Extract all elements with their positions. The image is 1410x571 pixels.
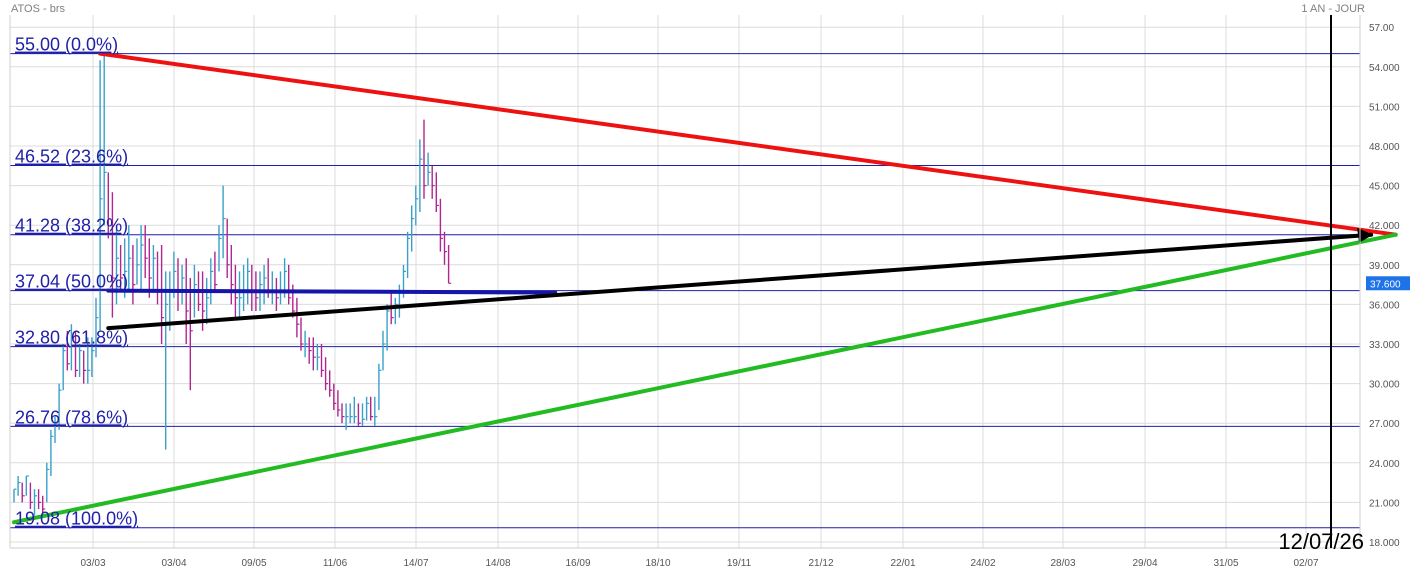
period-label: 1 AN - JOUR: [1301, 3, 1365, 15]
last-price-value: 37.600: [1370, 279, 1401, 290]
y-tick-label: 33.000: [1369, 340, 1400, 351]
fib-level-label: 26.76 (78.6%): [15, 407, 128, 427]
y-tick-label: 39.000: [1369, 261, 1400, 272]
fib-level-label: 55.00 (0.0%): [15, 35, 118, 55]
y-tick-label: 42.000: [1369, 221, 1400, 232]
x-tick-label: 14/08: [485, 558, 510, 569]
x-tick-label: 29/04: [1132, 558, 1157, 569]
projection-arrow-line: [106, 232, 1374, 331]
y-tick-label: 24.000: [1369, 459, 1400, 470]
x-tick-label: 02/07: [1293, 558, 1318, 569]
last-price-badge: [1366, 276, 1410, 291]
support-line: [12, 232, 1398, 525]
projection-arrowhead: [1357, 227, 1374, 243]
fib-level-label: 32.80 (61.8%): [15, 328, 128, 348]
level-50-line: [106, 288, 558, 295]
x-tick-label: 11/06: [323, 558, 348, 569]
resistance-line: [98, 51, 1398, 237]
fib-level-label: 41.28 (38.2%): [15, 216, 128, 236]
chart-overlay: 12/07/26 37.600: [1278, 15, 1410, 554]
fib-level-label: 19.08 (100.0%): [15, 509, 138, 529]
y-tick-label: 45.000: [1369, 182, 1400, 193]
x-tick-label: 14/07: [403, 558, 428, 569]
x-tick-label: 22/01: [890, 558, 915, 569]
date-marker-label: 12/07/26: [1278, 529, 1364, 554]
fib-level-label: 46.52 (23.6%): [15, 147, 128, 167]
x-tick-label: 09/05: [241, 558, 266, 569]
y-tick-label: 30.000: [1369, 380, 1400, 391]
x-tick-label: 19/11: [727, 558, 752, 569]
y-tick-label: 54.000: [1369, 63, 1400, 74]
x-tick-label: 24/02: [970, 558, 995, 569]
chart-axes: 18.000 21.000 24.000 27.000 30.000 33.000 36.0…: [9, 15, 1400, 569]
instrument-label: ATOS - brs: [11, 3, 65, 15]
y-tick-label: 27.000: [1369, 419, 1400, 430]
x-tick-label: 21/12: [808, 558, 833, 569]
y-tick-label: 57.00: [1369, 23, 1394, 34]
x-tick-label: 28/03: [1050, 558, 1075, 569]
x-tick-label: 16/09: [565, 558, 590, 569]
x-tick-label: 03/04: [161, 558, 186, 569]
fibonacci-labels: 55.00 (0.0%) 46.52 (23.6%) 41.28 (38.2%) 37…: [15, 35, 138, 529]
fib-level-label: 37.04 (50.0%): [15, 272, 128, 292]
y-tick-label: 21.000: [1369, 498, 1400, 509]
y-tick-label: 18.000: [1369, 538, 1400, 549]
y-tick-label: 51.000: [1369, 102, 1400, 113]
y-tick-label: 36.000: [1369, 300, 1400, 311]
x-tick-label: 03/03: [80, 558, 105, 569]
chart-grid: [10, 15, 1360, 548]
x-tick-label: 31/05: [1213, 558, 1238, 569]
x-tick-label: 18/10: [645, 558, 670, 569]
y-tick-label: 48.000: [1369, 142, 1400, 153]
trendlines: [12, 51, 1398, 525]
